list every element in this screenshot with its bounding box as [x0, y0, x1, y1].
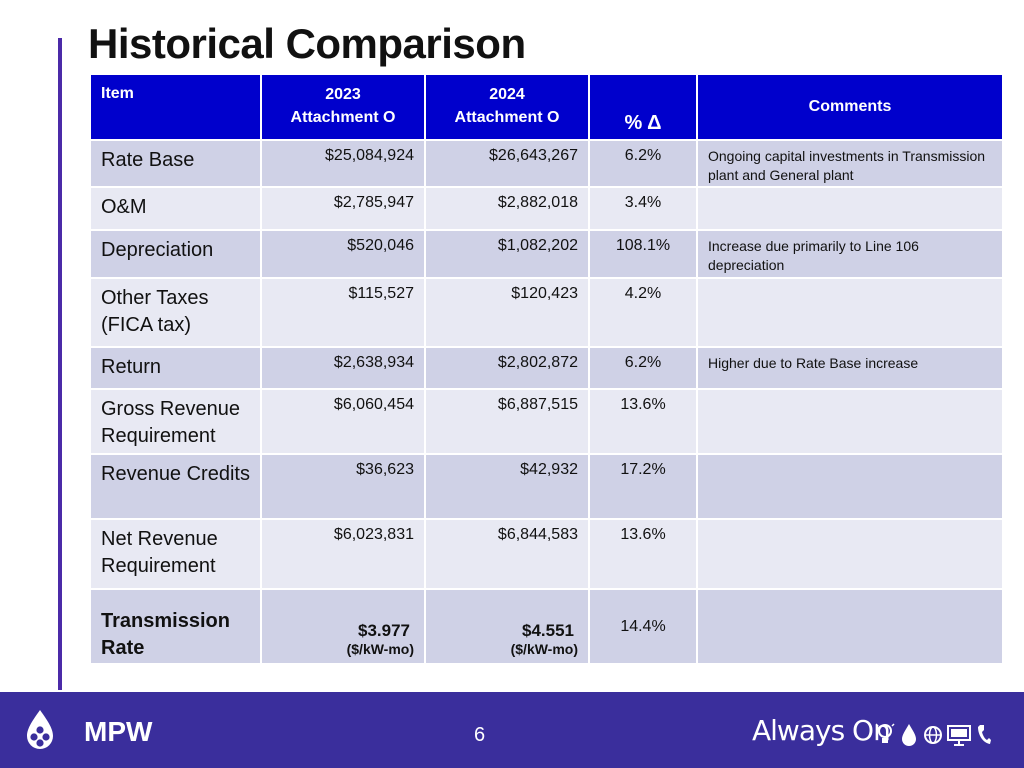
table-row: Transmission Rate $3.977 ($/kW-mo) $4.55…: [89, 588, 1004, 665]
phone-icon: [978, 725, 991, 744]
row-percent-change: 108.1%: [588, 229, 698, 279]
row-item: Revenue Credits: [89, 453, 262, 520]
row-value-2023: $520,046: [260, 229, 426, 279]
row-value-2024: $26,643,267: [424, 139, 590, 188]
page-title: Historical Comparison: [88, 20, 526, 67]
header-2024: 2024 Attachment O: [424, 73, 590, 141]
lightbulb-icon: [875, 723, 895, 743]
row-item: Depreciation: [89, 229, 262, 279]
row-percent-change: 6.2%: [588, 346, 698, 390]
table-row: Other Taxes (FICA tax) $115,527 $120,423…: [89, 277, 1004, 348]
table-row: Rate Base $25,084,924 $26,643,267 6.2% O…: [89, 139, 1004, 188]
water-drop-logo-icon: [27, 710, 53, 749]
row-value-2024: $1,082,202: [424, 229, 590, 279]
row-comment: [696, 518, 1004, 590]
row-value-2023: $36,623: [260, 453, 426, 520]
row-item: O&M: [89, 186, 262, 231]
row-percent-change: 17.2%: [588, 453, 698, 520]
row-value-2024: $6,887,515: [424, 388, 590, 455]
table-header-row: Item 2023 Attachment O 2024 Attachment O…: [89, 73, 1004, 141]
row-value-2023: $2,785,947: [260, 186, 426, 231]
row-item: Gross Revenue Requirement: [89, 388, 262, 455]
row-value-2024: $120,423: [424, 277, 590, 348]
row-comment: [696, 388, 1004, 455]
row-comment: Higher due to Rate Base increase: [696, 346, 1004, 390]
row-comment: Ongoing capital investments in Transmiss…: [696, 139, 1004, 188]
page-number: 6: [474, 724, 486, 746]
row-item: Net Revenue Requirement: [89, 518, 262, 590]
row-value-2023: $115,527: [260, 277, 426, 348]
rate-unit-2024: ($/kW-mo): [510, 641, 578, 657]
row-value-2023: $2,638,934: [260, 346, 426, 390]
row-value-2023: $6,023,831: [260, 518, 426, 590]
table-row: O&M $2,785,947 $2,882,018 3.4%: [89, 186, 1004, 231]
row-value-2023: $6,060,454: [260, 388, 426, 455]
header-comments: Comments: [696, 73, 1004, 141]
logo-text: MPW: [84, 716, 153, 747]
row-value-2024: $2,882,018: [424, 186, 590, 231]
table-row: Depreciation $520,046 $1,082,202 108.1% …: [89, 229, 1004, 279]
row-percent-change: 6.2%: [588, 139, 698, 188]
row-comment: [696, 588, 1004, 665]
table-row: Gross Revenue Requirement $6,060,454 $6,…: [89, 388, 1004, 455]
row-item: Transmission Rate: [89, 588, 262, 665]
row-percent-change: 13.6%: [588, 518, 698, 590]
tagline: Always On: [752, 714, 891, 747]
row-value-2024: $42,932: [424, 453, 590, 520]
monitor-icon: [947, 725, 971, 746]
rate-value-2024: $4.551: [522, 621, 574, 640]
table-row: Net Revenue Requirement $6,023,831 $6,84…: [89, 518, 1004, 590]
row-comment: Increase due primarily to Line 106 depre…: [696, 229, 1004, 279]
row-item: Other Taxes (FICA tax): [89, 277, 262, 348]
row-comment: [696, 453, 1004, 520]
row-comment: [696, 277, 1004, 348]
company-logo: MPW: [24, 708, 152, 752]
footer-bar: MPW 6 Always On: [0, 692, 1024, 768]
rate-unit-2023: ($/kW-mo): [346, 641, 414, 657]
row-value-2023: $25,084,924: [260, 139, 426, 188]
row-item: Return: [89, 346, 262, 390]
row-percent-change: 4.2%: [588, 277, 698, 348]
header-percent-change: % Δ: [588, 73, 698, 141]
row-value-2023: $3.977 ($/kW-mo): [260, 588, 426, 665]
row-percent-change: 3.4%: [588, 186, 698, 231]
row-comment: [696, 186, 1004, 231]
row-percent-change: 14.4%: [588, 588, 698, 665]
globe-icon: [924, 726, 942, 744]
header-2023: 2023 Attachment O: [260, 73, 426, 141]
table-row: Return $2,638,934 $2,802,872 6.2% Higher…: [89, 346, 1004, 390]
row-value-2024: $6,844,583: [424, 518, 590, 590]
row-value-2024: $4.551 ($/kW-mo): [424, 588, 590, 665]
rate-value-2023: $3.977: [358, 621, 410, 640]
service-icons: [874, 722, 994, 750]
accent-vertical-line: [58, 38, 62, 690]
table-row: Revenue Credits $36,623 $42,932 17.2%: [89, 453, 1004, 520]
header-item: Item: [89, 73, 262, 141]
row-item: Rate Base: [89, 139, 262, 188]
row-value-2024: $2,802,872: [424, 346, 590, 390]
comparison-table: Item 2023 Attachment O 2024 Attachment O…: [89, 73, 1004, 665]
water-drop-icon: [902, 724, 916, 746]
row-percent-change: 13.6%: [588, 388, 698, 455]
